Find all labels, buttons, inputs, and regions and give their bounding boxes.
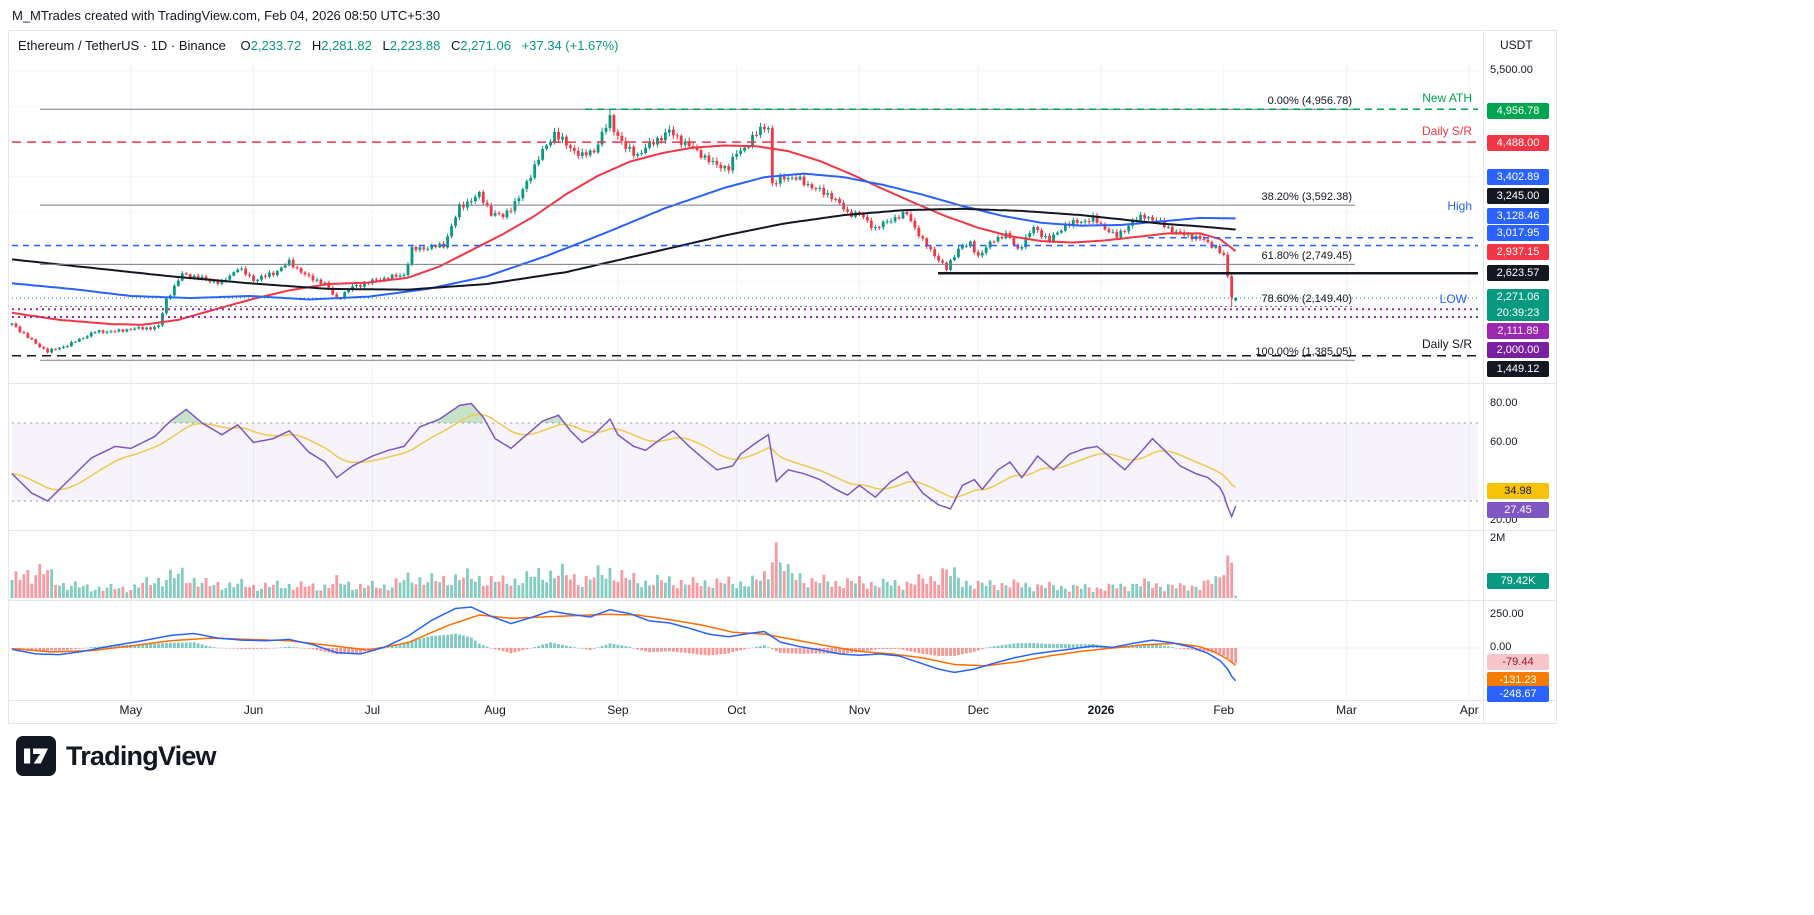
bar-countdown: 20:39:23 — [1496, 307, 1540, 319]
rsi-pane — [11, 402, 1478, 519]
price-axis-badge: 34.98 — [1487, 483, 1549, 499]
price-axis-badge: -131.23 — [1487, 672, 1549, 688]
macd-signal-line — [11, 613, 1237, 667]
widget-border-right — [1556, 30, 1557, 723]
macd-pane — [10, 606, 1478, 682]
tradingview-logo-icon — [16, 736, 56, 776]
price-axis-badge: 3,017.95 — [1487, 225, 1549, 241]
tradingview-logo-text: TradingView — [66, 740, 217, 771]
price-axis-badge: 2,937.15 — [1487, 244, 1549, 260]
macd-line — [11, 606, 1237, 682]
price-axis-badge: -248.67 — [1487, 686, 1549, 702]
macd-axis-tick-0: 0.00 — [1490, 641, 1512, 653]
new-ath-label[interactable]: New ATH — [1422, 91, 1472, 105]
high-label[interactable]: High — [1447, 199, 1472, 213]
time-axis-label: Jun — [243, 703, 264, 717]
time-axis-label: Jul — [364, 703, 381, 717]
gridlines — [9, 63, 1479, 698]
widget-border-top — [8, 30, 1556, 31]
ohlc-open-value: 2,233.72 — [250, 38, 302, 53]
fib-label[interactable]: 78.60% (2,149.40) — [1261, 292, 1352, 305]
time-axis-label: Apr — [1459, 703, 1479, 717]
price-axis-badge: 3,402.89 — [1487, 169, 1549, 185]
chart-legend: Ethereum / TetherUS · 1D · Binance O2,23… — [18, 38, 618, 53]
time-axis-label: Oct — [727, 703, 746, 717]
time-axis-label: 2026 — [1087, 703, 1115, 717]
price-pane — [10, 109, 1238, 354]
ohlc-high-value: 2,281.82 — [321, 38, 372, 53]
time-axis-separator — [8, 700, 1556, 701]
volume-axis-tick: 2M — [1490, 532, 1506, 544]
tradingview-logo[interactable]: TradingView — [16, 736, 217, 776]
price-axis-tick: 5,500.00 — [1490, 64, 1533, 76]
drawings-overlay — [12, 108, 1478, 361]
price-axis-badge: 2,623.57 — [1487, 265, 1549, 281]
price-axis-currency[interactable]: USDT — [1500, 38, 1533, 52]
ohlc-low-label: L — [382, 38, 390, 53]
pane-separator-macd[interactable] — [8, 600, 1556, 601]
low-label[interactable]: LOW — [1439, 292, 1467, 306]
ohlc-high-label: H — [311, 38, 322, 53]
time-axis-label: May — [119, 703, 143, 717]
fib-label[interactable]: 100.00% (1,385.05) — [1255, 346, 1352, 359]
rsi-axis-tick-60: 60.00 — [1490, 436, 1518, 448]
widget-border-bottom — [8, 723, 1556, 724]
price-axis-badge: 3,245.00 — [1487, 188, 1549, 204]
price-axis-badge: 1,449.12 — [1487, 361, 1549, 377]
fib-label[interactable]: 0.00% (4,956.78) — [1267, 95, 1352, 108]
ohlc-open-label: O — [240, 38, 251, 53]
price-axis-badge: 4,488.00 — [1487, 135, 1549, 151]
time-axis-label: Sep — [607, 703, 629, 717]
fib-label[interactable]: 38.20% (3,592.38) — [1261, 191, 1352, 204]
ohlc-close-label: C — [450, 38, 461, 53]
price-axis-separator[interactable] — [1483, 30, 1484, 723]
volume-pane — [10, 542, 1238, 598]
widget-border-left — [8, 30, 9, 723]
symbol-title[interactable]: Ethereum / TetherUS · 1D · Binance — [18, 38, 226, 53]
current-price-badge: 2,271.06 20:39:23 — [1487, 289, 1549, 321]
price-axis-badge: -79.44 — [1487, 654, 1549, 670]
daily-sr-bottom-label[interactable]: Daily S/R — [1421, 337, 1472, 351]
price-axis-badge: 3,128.46 — [1487, 208, 1549, 224]
price-axis-badge: 4,956.78 — [1487, 103, 1549, 119]
time-axis[interactable]: May Jun Jul Aug Sep Oct Nov Dec 2026 Feb Mar Apr — [0, 703, 1814, 725]
rsi-axis-tick-80: 80.00 — [1490, 397, 1518, 409]
pane-separator-rsi[interactable] — [8, 383, 1556, 384]
rsi-line — [11, 402, 1237, 519]
fib-label[interactable]: 61.80% (2,749.45) — [1261, 250, 1352, 263]
time-axis-label: Feb — [1213, 703, 1235, 717]
current-price-value: 2,271.06 — [1496, 291, 1540, 303]
ma-blue — [11, 172, 1236, 301]
price-axis-badge: 2,000.00 — [1487, 342, 1549, 358]
time-axis-label: Dec — [967, 703, 989, 717]
rsi-ma-line — [11, 413, 1237, 499]
time-axis-label: Mar — [1336, 703, 1357, 717]
ohlc-low-value: 2,223.88 — [389, 38, 441, 53]
pane-separator-volume[interactable] — [8, 530, 1556, 531]
ohlc-close-value: 2,271.06 — [460, 38, 511, 53]
price-axis-badge: 2,111.89 — [1487, 323, 1549, 339]
daily-sr-top-label[interactable]: Daily S/R — [1421, 124, 1472, 138]
ma-red — [11, 144, 1237, 326]
time-axis-label: Aug — [484, 703, 506, 717]
attribution-text: M_MTrades created with TradingView.com, … — [12, 8, 441, 23]
change-value: +37.34 (+1.67%) — [521, 38, 619, 53]
time-axis-label: Nov — [848, 703, 871, 717]
ma-black — [11, 207, 1236, 291]
price-axis-badge: 79.42K — [1487, 573, 1549, 589]
price-axis-badge: 27.45 — [1487, 502, 1549, 518]
macd-axis-tick-250: 250.00 — [1490, 608, 1524, 620]
